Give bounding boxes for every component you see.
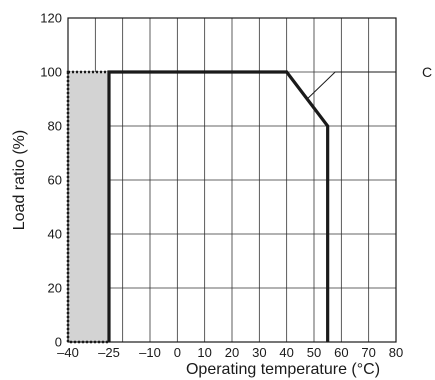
x-tick-label: 30 bbox=[252, 345, 266, 360]
x-tick-labels: –40 –25 –10 0 10 20 30 40 50 60 70 80 bbox=[57, 345, 403, 360]
y-tick-label: 80 bbox=[48, 119, 62, 134]
x-tick-label: 10 bbox=[197, 345, 211, 360]
x-tick-label: 80 bbox=[389, 345, 403, 360]
series-line bbox=[107, 70, 330, 342]
y-tick-label: 60 bbox=[48, 173, 62, 188]
x-tick-label: –25 bbox=[98, 345, 120, 360]
x-tick-label: –40 bbox=[57, 345, 79, 360]
y-tick-label: 0 bbox=[55, 335, 62, 350]
y-tick-label: 40 bbox=[48, 227, 62, 242]
x-tick-label: 50 bbox=[307, 345, 321, 360]
grid bbox=[67, 17, 397, 343]
x-tick-label: 20 bbox=[225, 345, 239, 360]
y-tick-label: 20 bbox=[48, 281, 62, 296]
annotation: C bbox=[306, 64, 432, 100]
series-layer bbox=[107, 70, 330, 342]
x-tick-label: 60 bbox=[334, 345, 348, 360]
annotation-label: C bbox=[422, 64, 432, 80]
y-tick-labels: 0 20 40 60 80 100 120 bbox=[40, 11, 62, 350]
x-axis-title: Operating temperature (°C) bbox=[186, 361, 380, 378]
x-tick-label: 70 bbox=[361, 345, 375, 360]
y-tick-label: 120 bbox=[40, 11, 62, 26]
y-tick-label: 100 bbox=[40, 65, 62, 80]
x-tick-label: 0 bbox=[174, 345, 181, 360]
plot-frame bbox=[67, 17, 397, 343]
shaded-region bbox=[66, 70, 111, 344]
y-axis-title: Load ratio (%) bbox=[11, 130, 28, 231]
x-tick-label: –10 bbox=[139, 345, 161, 360]
annotation-leader-line bbox=[306, 71, 396, 100]
x-tick-label: 40 bbox=[279, 345, 293, 360]
